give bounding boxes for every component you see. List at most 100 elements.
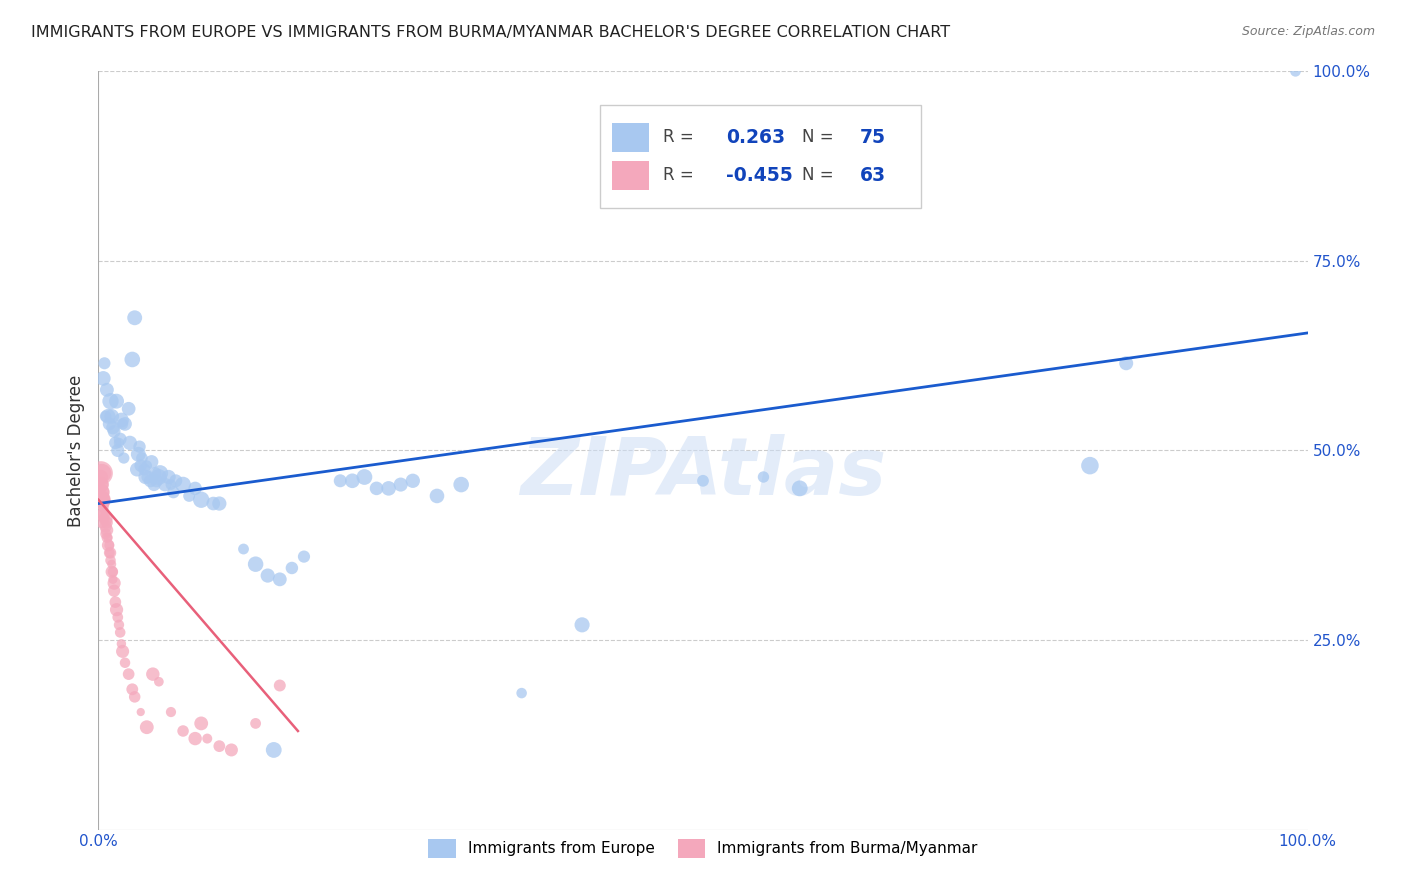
Point	[107, 443, 129, 458]
Point	[389, 477, 412, 491]
Point	[142, 667, 165, 681]
Point	[96, 383, 118, 397]
Text: 63: 63	[860, 166, 886, 185]
Point	[208, 739, 231, 753]
Y-axis label: Bachelor's Degree: Bachelor's Degree	[66, 375, 84, 526]
Point	[90, 477, 112, 491]
Point	[202, 496, 225, 510]
Point	[114, 656, 136, 670]
Text: N =: N =	[803, 128, 839, 146]
Point	[103, 583, 125, 598]
Point	[510, 686, 533, 700]
Point	[190, 492, 212, 507]
Point	[256, 568, 278, 582]
Point	[90, 470, 112, 484]
Point	[245, 716, 267, 731]
Point	[100, 394, 122, 409]
Point	[94, 512, 117, 526]
Point	[90, 467, 112, 481]
Point	[129, 458, 152, 473]
Point	[112, 451, 135, 466]
Point	[1284, 64, 1306, 78]
Point	[179, 489, 201, 503]
Point	[94, 526, 117, 541]
Point	[108, 625, 131, 640]
Point	[91, 485, 114, 500]
Point	[93, 496, 115, 510]
Point	[342, 474, 364, 488]
Point	[108, 617, 131, 632]
Point	[101, 573, 124, 587]
Point	[91, 508, 114, 522]
Point	[101, 565, 124, 579]
Point	[692, 474, 714, 488]
Point	[208, 496, 231, 510]
Point	[97, 538, 120, 552]
Point	[1078, 458, 1101, 473]
Point	[366, 482, 388, 496]
Point	[221, 743, 243, 757]
Point	[105, 394, 128, 409]
Point	[91, 516, 114, 530]
Point	[143, 477, 166, 491]
Bar	[613, 123, 648, 152]
Point	[377, 482, 399, 496]
Point	[93, 512, 115, 526]
Point	[93, 504, 115, 518]
Point	[91, 492, 114, 507]
Point	[143, 467, 166, 481]
Point	[789, 482, 811, 496]
Point	[172, 477, 194, 491]
Point	[245, 557, 267, 572]
Point	[104, 595, 127, 609]
Point	[110, 637, 132, 651]
Point	[98, 538, 121, 552]
Point	[91, 477, 114, 491]
Point	[232, 542, 254, 557]
Point	[96, 523, 118, 537]
Point	[91, 492, 114, 507]
Text: 0.263: 0.263	[725, 128, 785, 147]
Point	[148, 470, 170, 484]
Point	[127, 462, 149, 476]
Text: R =: R =	[664, 128, 699, 146]
Point	[128, 440, 150, 454]
Point	[149, 467, 172, 481]
Text: Source: ZipAtlas.com: Source: ZipAtlas.com	[1241, 25, 1375, 38]
Point	[571, 617, 593, 632]
Point	[100, 553, 122, 567]
Point	[172, 724, 194, 739]
Point	[104, 436, 127, 450]
Point	[100, 409, 122, 424]
Point	[111, 417, 134, 431]
Point	[90, 492, 112, 507]
Point	[94, 519, 117, 533]
Text: -0.455: -0.455	[725, 166, 793, 185]
Point	[190, 716, 212, 731]
Point	[91, 467, 114, 481]
Point	[110, 413, 132, 427]
Point	[98, 546, 121, 560]
Text: R =: R =	[664, 166, 699, 185]
Point	[139, 474, 162, 488]
Point	[329, 474, 352, 488]
Point	[108, 432, 131, 446]
Point	[127, 447, 149, 461]
Point	[91, 508, 114, 522]
Point	[160, 477, 183, 491]
Point	[124, 690, 146, 704]
Point	[98, 417, 121, 431]
Text: 75: 75	[860, 128, 886, 147]
Point	[90, 485, 112, 500]
Point	[135, 470, 157, 484]
Point	[129, 705, 152, 719]
Point	[450, 477, 472, 491]
Bar	[613, 161, 648, 190]
Point	[118, 436, 141, 450]
Point	[114, 417, 136, 431]
Point	[402, 474, 425, 488]
Point	[1115, 356, 1137, 370]
Point	[107, 610, 129, 624]
Point	[97, 409, 120, 424]
Point	[105, 603, 128, 617]
